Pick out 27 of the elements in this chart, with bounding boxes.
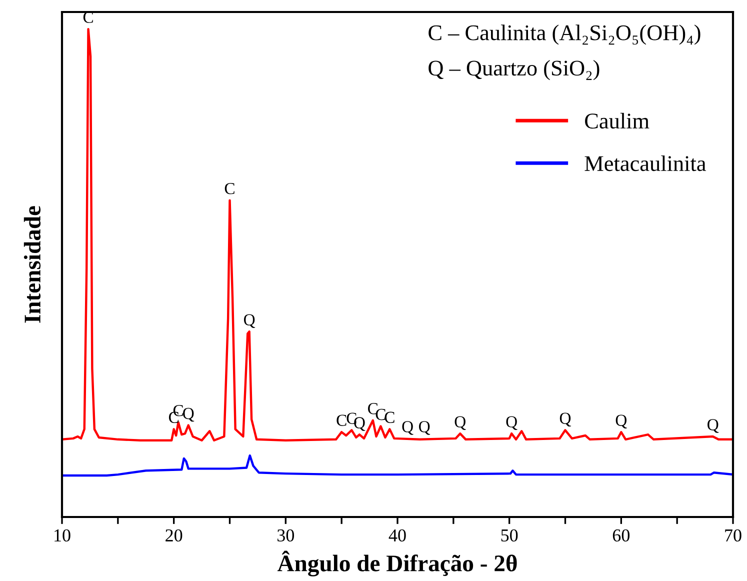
annotation: C <box>224 182 234 194</box>
annotation: Q <box>354 417 366 431</box>
x-tick-label: 50 <box>501 529 518 542</box>
x-tick-label: 30 <box>278 529 294 542</box>
annotation: C – Caulinita (Al₂Si₂O₅(OH)₄) <box>428 24 700 45</box>
annotation: C <box>336 414 346 426</box>
annotation: C <box>346 412 356 424</box>
annotation: Q <box>183 408 194 422</box>
x-tick-label: 10 <box>54 529 70 542</box>
x-tick-label: 20 <box>166 529 182 542</box>
annotation: Q <box>419 421 430 435</box>
annotation: Q <box>454 416 466 430</box>
legend-label: Metacaulinita <box>584 155 706 172</box>
annotation: Q – Quartzo (SiO₂) <box>428 60 600 80</box>
x-tick-label: 60 <box>612 529 630 542</box>
annotation: Q <box>616 414 627 428</box>
annotation: Q <box>244 314 256 328</box>
x-tick-label: 70 <box>725 529 742 542</box>
annotation: Q <box>560 412 571 427</box>
x-axis-title: Ângulo de Difração - 2θ <box>277 550 517 576</box>
annotation: Q <box>402 421 414 435</box>
legend-label: Caulim <box>585 112 650 129</box>
annotation: Q <box>506 416 518 430</box>
annotation: Q <box>708 419 719 433</box>
x-tick-label: 40 <box>388 529 406 542</box>
y-axis-title: Intensidade <box>24 206 41 323</box>
annotation: C <box>384 412 394 424</box>
